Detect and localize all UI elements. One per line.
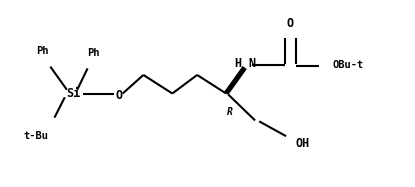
Text: N: N xyxy=(248,57,255,70)
Text: R: R xyxy=(227,107,233,117)
Text: OBu-t: OBu-t xyxy=(332,60,364,70)
Text: O: O xyxy=(115,89,122,102)
Text: t-Bu: t-Bu xyxy=(23,131,49,141)
Text: Ph: Ph xyxy=(88,48,100,58)
Text: Ph: Ph xyxy=(36,46,48,56)
Text: O: O xyxy=(287,17,294,30)
Text: H: H xyxy=(234,57,241,70)
Text: Si: Si xyxy=(66,87,80,100)
Text: OH: OH xyxy=(295,137,310,150)
